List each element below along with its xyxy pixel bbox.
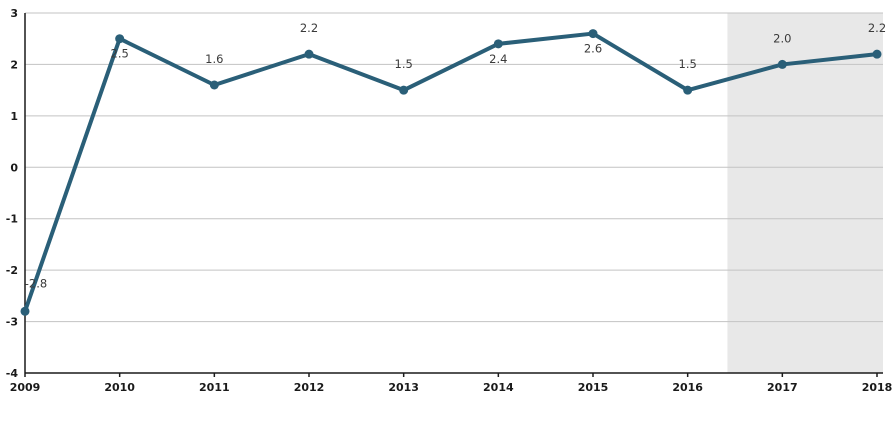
data-value-label: 2.0 (773, 31, 791, 45)
data-point (399, 85, 409, 95)
y-tick-label: 1 (10, 110, 18, 123)
data-value-label: 2.4 (489, 52, 507, 66)
x-tick-label: 2013 (388, 381, 419, 394)
x-tick-label: 2009 (10, 381, 41, 394)
forecast-band (727, 13, 883, 373)
x-tick-label: 2011 (199, 381, 230, 394)
y-tick-label: -2 (6, 264, 18, 277)
x-tick-label: 2014 (483, 381, 514, 394)
data-value-label: 2.2 (868, 21, 886, 35)
data-value-label: 1.5 (395, 57, 413, 71)
x-tick-label: 2018 (862, 381, 893, 394)
y-tick-label: -4 (6, 367, 19, 380)
data-value-label: -2.8 (25, 276, 47, 290)
data-point (777, 59, 787, 69)
data-value-label: 2.2 (300, 21, 318, 35)
x-tick-label: 2017 (767, 381, 798, 394)
data-value-labels: -2.8 2.5 1.6 2.2 1.5 2.4 2.6 1.5 2.0 2.2 (25, 21, 886, 290)
data-point (304, 49, 314, 59)
data-point (20, 306, 30, 316)
data-value-label: 2.5 (111, 47, 129, 61)
data-value-label: 1.6 (205, 52, 223, 66)
y-tick-label: -3 (6, 316, 18, 329)
forecast-shaded-region (727, 13, 883, 373)
data-point (493, 39, 503, 49)
x-tick-label: 2012 (294, 381, 325, 394)
y-tick-label: -1 (6, 213, 18, 226)
data-point (115, 34, 125, 44)
data-line (23, 31, 879, 314)
data-point (209, 80, 219, 90)
y-tick-label: 2 (10, 58, 18, 71)
data-value-label: 2.6 (584, 42, 602, 56)
data-point (588, 29, 598, 39)
x-tick-label: 2010 (104, 381, 135, 394)
data-point (872, 49, 882, 59)
data-point-markers (20, 29, 882, 316)
data-point (683, 85, 693, 95)
x-tick-label: 2015 (578, 381, 609, 394)
y-tick-label: 3 (10, 7, 18, 20)
data-value-label: 1.5 (679, 57, 697, 71)
y-axis-tick-labels: 3 2 1 0 -1 -2 -3 -4 (6, 7, 19, 380)
x-axis-tick-labels: 2009 2010 2011 2012 2013 2014 2015 2016 2017 2018 (10, 381, 893, 394)
x-tick-label: 2016 (672, 381, 703, 394)
series-line (23, 31, 879, 314)
y-tick-label: 0 (10, 161, 18, 174)
